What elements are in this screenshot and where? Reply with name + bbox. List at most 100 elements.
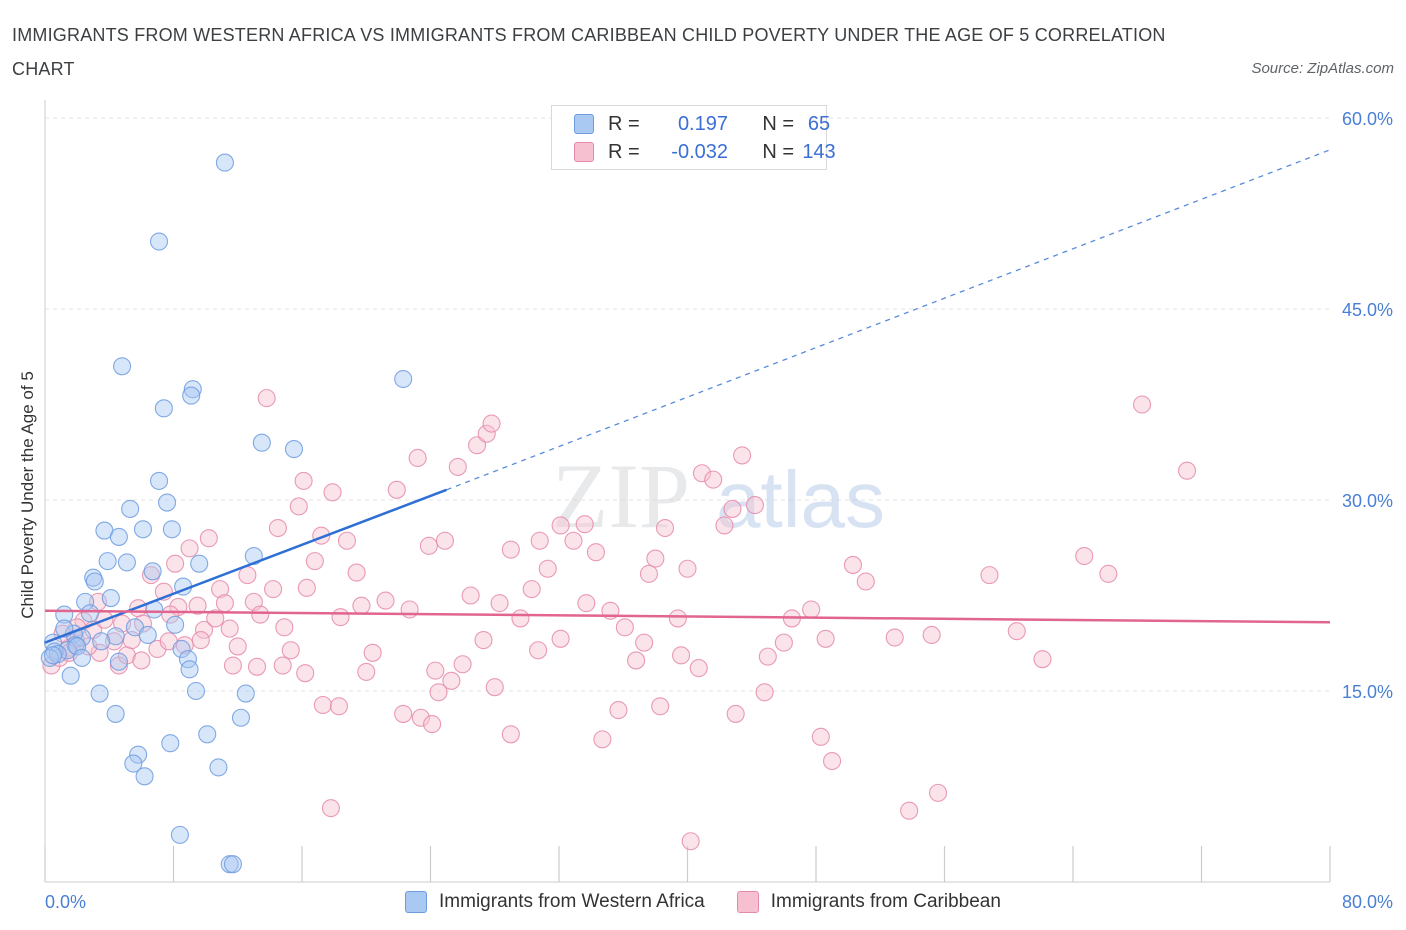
point-caribbean xyxy=(485,678,504,697)
point-caribbean xyxy=(929,783,948,802)
y-tick-label: 15.0% xyxy=(1342,682,1393,702)
point-western-africa xyxy=(183,380,202,399)
point-caribbean xyxy=(672,646,691,665)
point-western-africa xyxy=(98,552,117,571)
point-western-africa xyxy=(138,625,157,645)
point-caribbean xyxy=(615,618,634,637)
data-points xyxy=(40,153,1197,874)
point-caribbean xyxy=(419,536,438,555)
point-caribbean xyxy=(745,496,765,515)
point-caribbean xyxy=(758,647,777,666)
point-caribbean xyxy=(294,471,313,490)
point-caribbean xyxy=(191,631,210,650)
point-caribbean xyxy=(1075,546,1094,566)
watermark-atlas: atlas xyxy=(716,455,885,544)
point-western-africa xyxy=(106,627,125,646)
point-caribbean xyxy=(461,586,480,605)
point-caribbean xyxy=(609,701,628,720)
point-caribbean xyxy=(296,664,315,683)
point-caribbean xyxy=(1133,395,1152,414)
point-caribbean xyxy=(586,543,605,562)
trend-caribbean xyxy=(44,609,1331,624)
point-caribbean xyxy=(474,631,493,650)
legend-n-label: N = xyxy=(762,140,794,163)
point-caribbean xyxy=(180,539,199,558)
series-legend: Immigrants from Western Africa Immigrant… xyxy=(0,888,1406,916)
point-western-africa xyxy=(190,554,209,573)
legend-swatch-caribbean xyxy=(574,142,594,162)
point-caribbean xyxy=(199,529,218,548)
point-caribbean xyxy=(352,596,371,615)
point-caribbean xyxy=(811,727,830,746)
legend-r-value: 0.197 xyxy=(677,112,728,135)
point-caribbean xyxy=(423,715,442,734)
point-western-africa xyxy=(72,648,91,667)
point-western-africa xyxy=(158,493,177,512)
point-caribbean xyxy=(376,591,395,610)
point-caribbean xyxy=(220,619,239,638)
point-caribbean xyxy=(206,609,225,628)
point-western-africa xyxy=(109,652,128,671)
point-caribbean xyxy=(1007,622,1026,641)
point-western-africa xyxy=(172,639,191,659)
legend-row-caribbean: R = -0.032 N = 143 xyxy=(574,138,844,166)
point-caribbean xyxy=(490,594,509,613)
point-western-africa xyxy=(90,684,109,703)
point-western-africa xyxy=(149,471,169,490)
point-western-africa xyxy=(198,725,217,744)
point-caribbean xyxy=(530,531,549,550)
point-western-africa xyxy=(209,758,228,777)
point-western-africa xyxy=(133,520,153,539)
point-western-africa xyxy=(162,520,181,539)
point-caribbean xyxy=(223,656,242,675)
point-western-africa xyxy=(170,825,189,844)
point-caribbean xyxy=(668,609,687,628)
legend-r-label: R = xyxy=(608,112,640,135)
legend-n-label: N = xyxy=(762,112,794,135)
point-caribbean xyxy=(522,580,541,599)
point-caribbean xyxy=(726,704,745,723)
point-caribbean xyxy=(453,655,472,674)
point-caribbean xyxy=(681,832,700,851)
legend-item-western-africa[interactable]: Immigrants from Western Africa xyxy=(405,891,705,913)
point-western-africa xyxy=(284,440,304,459)
point-caribbean xyxy=(357,662,376,681)
point-caribbean xyxy=(411,708,430,727)
legend-row-western-africa: R = 0.197 N = 65 xyxy=(574,110,844,138)
point-caribbean xyxy=(268,518,287,538)
y-tick-label: 60.0% xyxy=(1342,109,1393,129)
legend-item-caribbean[interactable]: Immigrants from Caribbean xyxy=(736,891,1001,913)
point-western-africa xyxy=(40,648,59,667)
point-caribbean xyxy=(482,414,501,433)
point-caribbean xyxy=(228,637,247,656)
y-tick-label: 30.0% xyxy=(1342,491,1393,511)
point-caribbean xyxy=(823,751,842,771)
point-western-africa xyxy=(85,572,104,591)
point-western-africa xyxy=(135,767,154,786)
point-western-africa xyxy=(80,604,100,623)
point-caribbean xyxy=(337,531,357,550)
point-caribbean xyxy=(347,563,366,582)
legend-swatch-western-africa xyxy=(574,114,594,134)
point-caribbean xyxy=(313,695,332,715)
point-western-africa xyxy=(186,681,206,701)
point-caribbean xyxy=(387,480,406,499)
point-caribbean xyxy=(297,578,316,597)
point-caribbean xyxy=(575,515,594,534)
point-western-africa xyxy=(109,527,128,546)
point-western-africa xyxy=(394,369,413,389)
point-caribbean xyxy=(529,641,548,660)
legend-label-western-africa: Immigrants from Western Africa xyxy=(439,891,705,912)
point-western-africa xyxy=(113,357,132,376)
point-caribbean xyxy=(1099,564,1118,583)
point-western-africa xyxy=(223,855,242,874)
point-western-africa xyxy=(154,399,173,418)
point-caribbean xyxy=(281,641,300,660)
legend-n-value: 65 xyxy=(807,112,831,135)
point-western-africa xyxy=(143,562,162,581)
point-caribbean xyxy=(511,609,530,628)
point-caribbean xyxy=(551,516,570,535)
point-western-africa xyxy=(180,660,199,679)
point-caribbean xyxy=(980,566,999,585)
point-caribbean xyxy=(426,661,445,680)
